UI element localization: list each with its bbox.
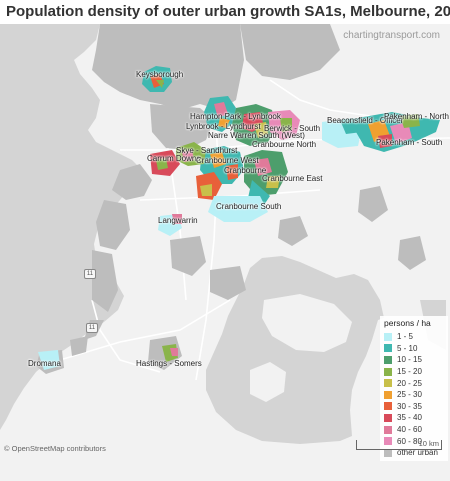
legend-item[interactable]: 35 - 40 xyxy=(384,412,448,424)
region-label[interactable]: Cranbourne West xyxy=(196,156,259,165)
legend-title: persons / ha xyxy=(384,318,431,328)
region-label[interactable]: Cranbourne xyxy=(224,166,267,175)
legend-item[interactable]: other urban xyxy=(384,447,448,459)
legend-label: 10 - 15 xyxy=(397,355,422,365)
map-svg xyxy=(0,24,450,444)
legend-label: 15 - 20 xyxy=(397,367,422,377)
region-label[interactable]: Pakenham - North xyxy=(384,112,449,121)
legend-item[interactable]: 40 - 60 xyxy=(384,424,448,436)
region-label[interactable]: Cranbourne East xyxy=(262,174,323,183)
legend-swatch xyxy=(384,355,392,364)
region-label[interactable]: Narre Warren South (West) xyxy=(208,131,305,140)
legend-swatch xyxy=(384,413,392,422)
legend-swatch xyxy=(384,437,392,446)
map-canvas[interactable]: chartingtransport.com 11 11 Keysborough … xyxy=(0,24,450,481)
region-label[interactable]: Hastings - Somers xyxy=(136,359,202,368)
region-label[interactable]: Pakenham - South xyxy=(376,138,443,147)
region-label[interactable]: Hampton Park - Lynbrook xyxy=(190,112,281,121)
legend-item[interactable]: 30 - 35 xyxy=(384,401,448,413)
growth-areas xyxy=(38,66,440,370)
bay-water xyxy=(0,24,140,430)
legend-item[interactable]: 20 - 25 xyxy=(384,377,448,389)
legend-swatch xyxy=(384,367,392,376)
legend-item[interactable]: 25 - 30 xyxy=(384,389,448,401)
region-label[interactable]: Carrum Downs xyxy=(147,154,201,163)
region-label[interactable]: Dromana xyxy=(28,359,61,368)
region-label[interactable]: Lynbrook - Lyndhurst xyxy=(186,122,261,131)
island xyxy=(250,362,286,402)
legend-swatch xyxy=(384,332,392,341)
legend-label: 30 - 35 xyxy=(397,401,422,411)
legend-swatch xyxy=(384,390,392,399)
legend-label: 35 - 40 xyxy=(397,413,422,423)
legend-item[interactable]: 1 - 5 xyxy=(384,331,448,343)
osm-attribution[interactable]: © OpenStreetMap contributors xyxy=(4,444,106,453)
legend-swatch xyxy=(384,379,392,388)
region-label[interactable]: Cranbourne North xyxy=(252,140,317,149)
region-label[interactable]: Skye - Sandhurst xyxy=(176,146,238,155)
region-label[interactable]: Beaconsfield - Officer xyxy=(327,116,404,125)
highway-marker: 11 xyxy=(84,269,96,279)
legend-label: 60 - 80 xyxy=(397,436,422,446)
legend-swatch xyxy=(384,425,392,434)
island xyxy=(262,294,352,352)
legend-label: other urban xyxy=(397,448,438,458)
region-label[interactable]: Langwarrin xyxy=(158,216,198,225)
legend-swatch xyxy=(384,344,392,353)
legend-item[interactable]: 60 - 80 xyxy=(384,435,448,447)
legend-label: 5 - 10 xyxy=(397,343,418,353)
region-label[interactable]: Berwick - South xyxy=(264,124,321,133)
region-label[interactable]: Keysborough xyxy=(136,70,184,79)
legend-label: 25 - 30 xyxy=(397,390,422,400)
legend-item[interactable]: 10 - 15 xyxy=(384,354,448,366)
region-label[interactable]: Cranbourne South xyxy=(216,202,282,211)
site-credit: chartingtransport.com xyxy=(343,30,440,41)
legend-item[interactable]: 5 - 10 xyxy=(384,343,448,355)
legend-swatch xyxy=(384,402,392,411)
legend-label: 40 - 60 xyxy=(397,425,422,435)
legend-item[interactable]: 15 - 20 xyxy=(384,366,448,378)
legend-label: 20 - 25 xyxy=(397,378,422,388)
scale-bar: 10 km xyxy=(356,439,442,450)
map-title: Population density of outer urban growth… xyxy=(6,3,450,20)
legend-label: 1 - 5 xyxy=(397,332,414,342)
western-port-water xyxy=(206,256,384,444)
highway-marker: 11 xyxy=(86,323,98,333)
legend-swatch xyxy=(384,448,392,457)
scale-label: 10 km xyxy=(418,439,439,448)
